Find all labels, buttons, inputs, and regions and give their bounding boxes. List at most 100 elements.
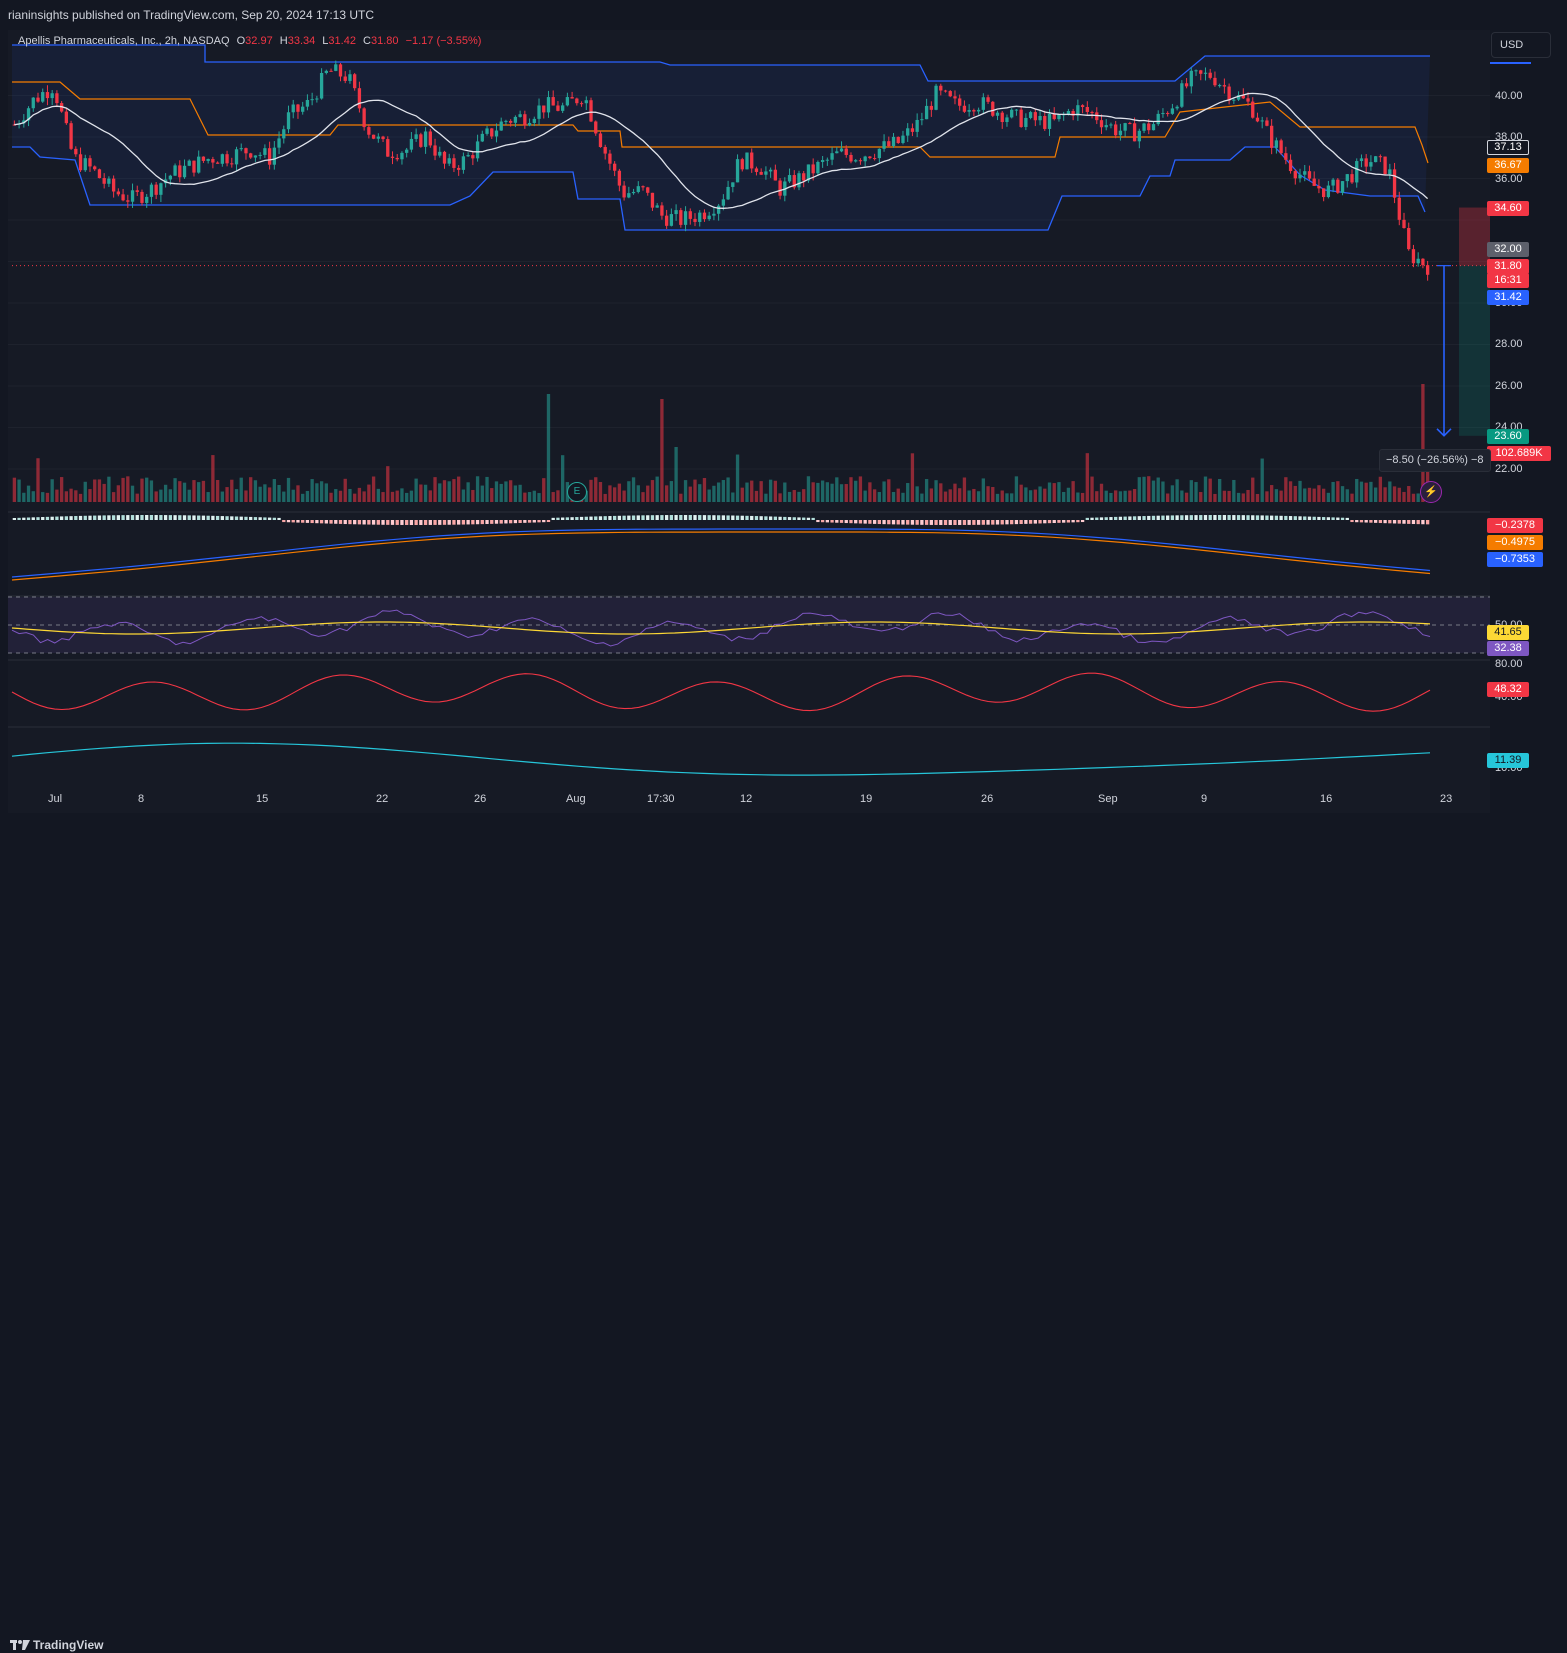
macd-histogram-bar <box>1170 515 1175 520</box>
candle-body <box>1047 113 1052 129</box>
macd-histogram-bar <box>291 520 295 523</box>
volume-bar <box>1137 477 1141 502</box>
macd-histogram-bar <box>811 517 815 520</box>
volume-bar <box>1057 482 1061 502</box>
macd-histogram-bar <box>1326 517 1331 520</box>
macd-histogram-bar <box>1033 520 1037 524</box>
macd-histogram-bar <box>939 520 943 525</box>
macd-histogram-bar <box>542 520 546 523</box>
currency-button[interactable]: USD <box>1491 32 1551 58</box>
volume-bar <box>390 491 395 502</box>
candle-body <box>267 148 272 165</box>
candle-body <box>1137 130 1141 142</box>
volume-bar <box>1175 479 1179 502</box>
macd-histogram-bar <box>405 520 409 525</box>
macd-histogram-bar <box>561 517 565 520</box>
candle-body <box>740 159 744 170</box>
volume-bar <box>1099 483 1104 502</box>
volume-bar <box>1203 476 1208 502</box>
volume-bar <box>1076 492 1080 502</box>
macd-histogram-bar <box>78 515 83 520</box>
candle-body <box>334 64 338 71</box>
candle-body <box>1071 111 1075 116</box>
candle-body <box>537 105 541 119</box>
price-chart[interactable] <box>0 0 1567 849</box>
volume-bar <box>750 480 754 502</box>
macd-histogram-bar <box>178 515 182 520</box>
candle-body <box>97 169 102 179</box>
volume-bar <box>457 476 461 502</box>
macd-histogram-bar <box>97 515 102 520</box>
volume-bar <box>1326 492 1331 502</box>
volume-bar <box>1161 481 1165 502</box>
volume-bar <box>64 491 69 502</box>
channel-lower-line <box>12 146 1426 231</box>
macd-histogram-bar <box>1284 515 1288 520</box>
candle-body <box>159 183 163 195</box>
tradingview-logo[interactable]: TradingView <box>10 1638 103 1652</box>
candle-body <box>877 148 881 159</box>
volume-bar <box>986 486 990 502</box>
candle-body <box>1218 85 1222 87</box>
channel-upper-line <box>12 44 1430 82</box>
candle-body <box>201 156 206 161</box>
volume-bar <box>334 489 338 502</box>
candle-body <box>943 90 948 92</box>
bar-countdown-label: 16:31 <box>1487 273 1529 288</box>
volume-bar <box>584 490 588 502</box>
earnings-icon[interactable]: E <box>567 482 587 502</box>
macd-histogram-bar <box>475 520 480 525</box>
volume-bar <box>490 488 494 502</box>
candle-body <box>41 92 45 102</box>
macd-histogram-bar <box>494 520 499 524</box>
candle-body <box>1298 174 1302 179</box>
macd-histogram-bar <box>234 516 239 520</box>
volume-bar <box>1194 482 1198 502</box>
macd-histogram-bar <box>1421 520 1425 525</box>
macd-histogram-bar <box>820 520 825 523</box>
volume-bar <box>400 488 404 502</box>
candle-body <box>1000 112 1004 123</box>
candle-body <box>1104 125 1108 128</box>
macd-histogram-bar <box>442 520 447 525</box>
macd-histogram-bar <box>130 515 135 520</box>
candle-body <box>906 128 910 136</box>
volume-bar <box>1317 485 1321 502</box>
candle-body <box>130 190 135 202</box>
candle-body <box>532 118 536 123</box>
candle-body <box>939 85 943 91</box>
volume-bar <box>36 458 40 502</box>
lightning-icon[interactable]: ⚡ <box>1420 481 1442 503</box>
volume-bar <box>1364 482 1368 502</box>
macd-histogram-bar <box>1024 520 1028 524</box>
macd-histogram-bar <box>1232 515 1236 520</box>
macd-histogram-bar <box>891 520 896 525</box>
candle-body <box>915 119 919 132</box>
macd-histogram-bar <box>1397 520 1401 524</box>
time-tick: 16 <box>1320 793 1333 805</box>
macd-histogram-bar <box>1260 515 1264 520</box>
macd-histogram-bar <box>59 516 64 520</box>
macd-histogram-bar <box>608 516 612 520</box>
candle-body <box>135 190 139 192</box>
macd-histogram-bar <box>896 520 900 525</box>
macd-histogram-bar <box>1288 516 1293 520</box>
macd-histogram-bar <box>631 515 636 520</box>
macd-histogram-bar <box>1199 515 1203 520</box>
macd-histogram-bar <box>527 520 532 523</box>
candle-body <box>759 171 763 175</box>
candle-body <box>1028 112 1033 118</box>
candle-body <box>22 120 26 124</box>
macd-line-label: −0.7353 <box>1487 552 1543 567</box>
candle-body <box>1392 169 1397 198</box>
macd-histogram-bar <box>1265 515 1269 520</box>
candle-body <box>929 105 933 110</box>
volume-bar <box>17 479 21 502</box>
candle-body <box>504 120 508 122</box>
candle-body <box>371 134 376 139</box>
volume-bar <box>277 484 281 502</box>
volume-bar <box>1166 493 1170 502</box>
candle-body <box>868 156 872 159</box>
macd-histogram-bar <box>362 520 366 525</box>
candle-body <box>315 98 319 100</box>
